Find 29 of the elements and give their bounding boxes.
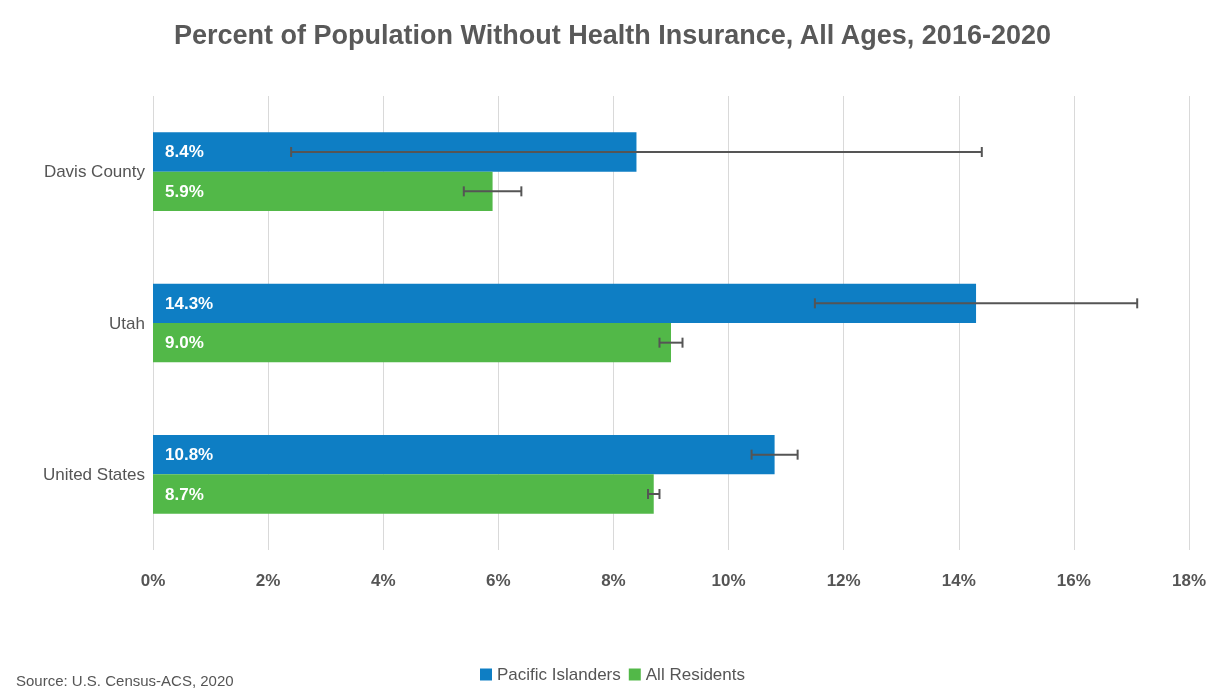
legend-label: Pacific Islanders xyxy=(497,665,621,684)
chart-title: Percent of Population Without Health Insurance, All Ages, 2016-2020 xyxy=(174,19,1051,50)
bar xyxy=(153,132,637,172)
bar xyxy=(153,434,775,475)
data-label: 14.3% xyxy=(165,293,214,313)
bar xyxy=(153,283,977,323)
x-tick-label: 6% xyxy=(486,571,511,590)
x-tick-label: 18% xyxy=(1171,571,1207,590)
data-label: 9.0% xyxy=(165,333,204,353)
y-tick-label: United States xyxy=(42,464,145,484)
bar xyxy=(153,323,671,363)
source-note: Source: U.S. Census-ACS, 2020 xyxy=(16,672,234,689)
x-tick-label: 12% xyxy=(826,571,861,590)
y-tick-label: Utah xyxy=(109,313,145,333)
x-tick-label: 14% xyxy=(941,571,976,590)
x-tick-label: 16% xyxy=(1056,571,1091,590)
bar xyxy=(153,171,493,212)
x-tick-label: 10% xyxy=(711,571,746,590)
y-tick-label: Davis County xyxy=(43,162,146,182)
x-tick-label: 4% xyxy=(370,571,396,590)
x-tick-label: 0% xyxy=(140,571,166,590)
x-tick-label: 8% xyxy=(601,571,626,590)
data-label: 5.9% xyxy=(165,181,204,201)
data-label: 8.7% xyxy=(165,484,204,504)
legend-label: All Residents xyxy=(645,665,745,684)
bar xyxy=(153,474,654,514)
x-tick-label: 2% xyxy=(255,571,281,590)
data-label: 10.8% xyxy=(165,445,214,465)
data-label: 8.4% xyxy=(165,142,204,162)
